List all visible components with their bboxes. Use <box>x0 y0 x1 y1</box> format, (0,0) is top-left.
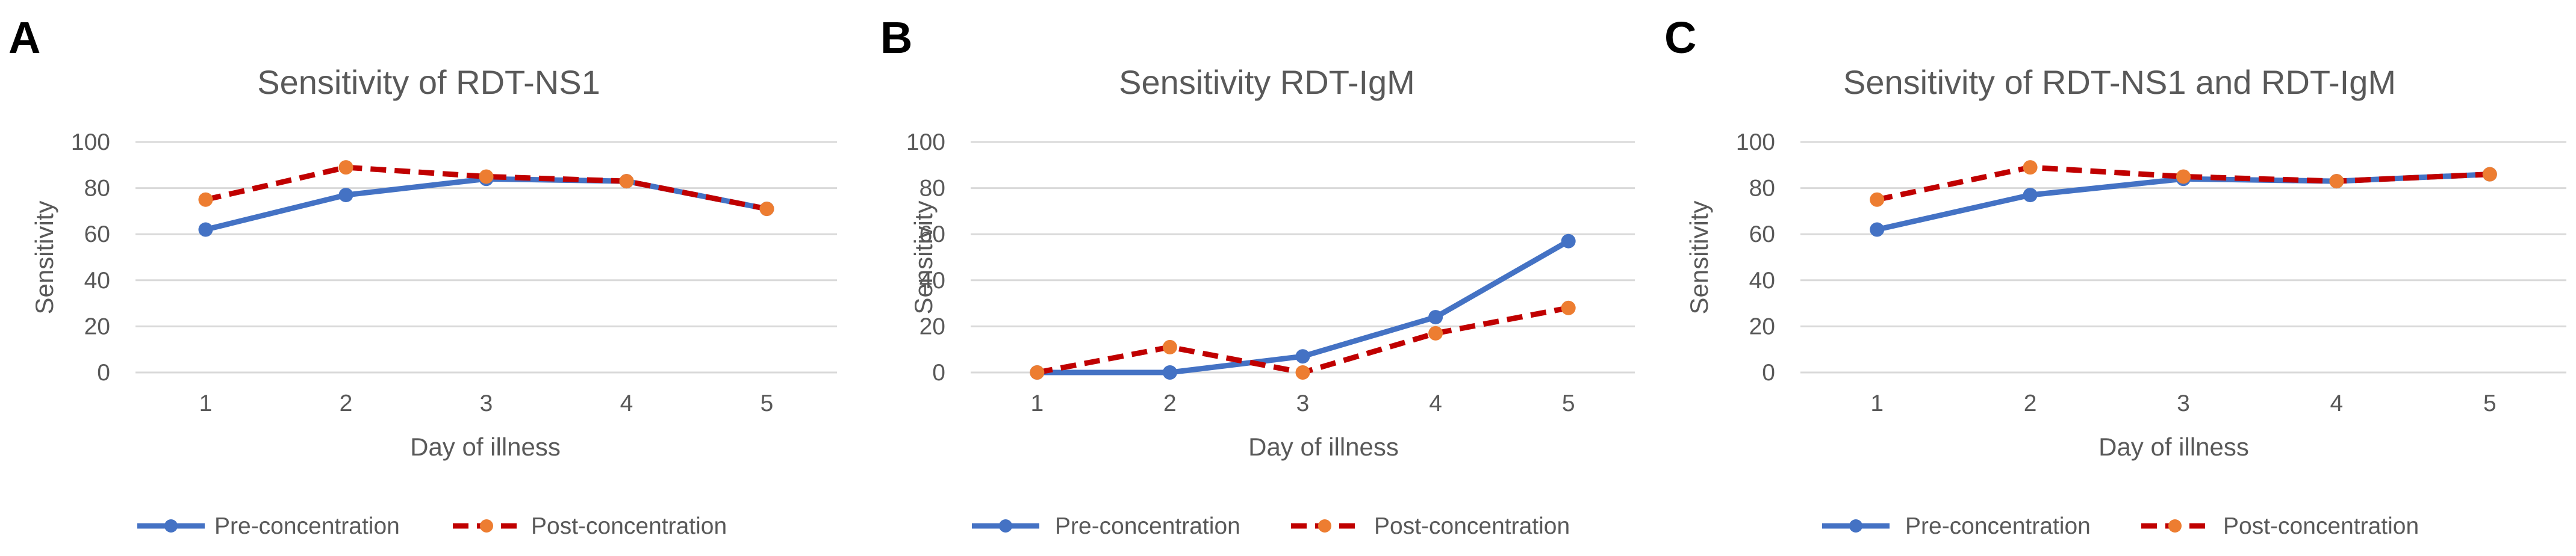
chart-title: Sensitivity of RDT-NS1 <box>257 63 600 101</box>
x-tick-label: 4 <box>620 391 633 416</box>
y-tick-label: 0 <box>1762 360 1775 386</box>
x-axis-label: Day of illness <box>2098 433 2249 461</box>
x-tick-label: 1 <box>199 391 213 416</box>
post-concentration-point <box>2176 169 2191 184</box>
post-concentration-point <box>1030 365 1045 380</box>
y-tick-label: 0 <box>932 360 945 386</box>
y-axis-label: Sensitivity <box>30 200 58 314</box>
post-concentration-point <box>1870 192 1885 207</box>
y-tick-label: 20 <box>1749 314 1775 339</box>
pre-concentration-point <box>1870 222 1885 237</box>
y-tick-label: 20 <box>84 314 110 339</box>
pre-concentration-point <box>338 188 353 203</box>
x-tick-label: 1 <box>1870 391 1884 416</box>
y-axis-label: Sensitivity <box>1685 200 1713 314</box>
legend: Pre-concentration Post-concentration <box>1822 513 2419 539</box>
pre-concentration-point <box>1295 349 1310 364</box>
x-tick-label: 4 <box>1429 391 1442 416</box>
post-concentration-point <box>2329 174 2344 189</box>
post-concentration-point <box>2482 167 2497 182</box>
legend-post-label: Post-concentration <box>2223 513 2419 539</box>
post-concentration-point <box>2023 160 2038 175</box>
y-tick-label: 20 <box>919 314 945 339</box>
y-tick-label: 40 <box>84 268 110 294</box>
legend-post-marker <box>1318 519 1331 533</box>
post-concentration-line <box>1876 164 2490 203</box>
y-tick-label: 60 <box>84 221 110 247</box>
legend-pre-label: Pre-concentration <box>1055 513 1240 539</box>
y-tick-label: 0 <box>97 360 110 386</box>
chart-panel-a: A Sensitivity of RDT-NS1 Day of illness … <box>8 13 837 539</box>
y-tick-label: 60 <box>919 221 945 247</box>
legend-post-label: Post-concentration <box>1374 513 1570 539</box>
pre-concentration-point <box>1428 310 1443 325</box>
chart-title: Sensitivity of RDT-NS1 and RDT-IgM <box>1843 63 2396 101</box>
y-tick-label: 60 <box>1749 221 1775 247</box>
y-tick-label: 100 <box>71 129 110 155</box>
pre-concentration-point <box>1561 233 1576 249</box>
pre-concentration-line <box>203 176 770 233</box>
x-tick-label: 5 <box>1562 391 1575 416</box>
panel-letter: C <box>1664 13 1696 63</box>
y-tick-label: 80 <box>919 176 945 202</box>
x-tick-label: 2 <box>340 391 353 416</box>
legend-pre-label: Pre-concentration <box>1905 513 2091 539</box>
post-concentration-point <box>1162 339 1177 354</box>
post-concentration-point <box>619 174 634 189</box>
pre-concentration-point <box>1162 365 1177 380</box>
post-concentration-point <box>1561 300 1576 315</box>
legend-pre-label: Pre-concentration <box>214 513 400 539</box>
y-axis-label: Sensitivity <box>909 200 938 314</box>
pre-concentration-point <box>198 222 213 237</box>
y-tick-label: 100 <box>1736 129 1775 155</box>
panel-letter: B <box>880 13 912 63</box>
post-concentration-point <box>1428 326 1443 341</box>
legend-post-marker <box>480 519 493 533</box>
legend-post-marker <box>2168 519 2182 533</box>
chart-panel-b: B Sensitivity RDT-IgM Day of illness Sen… <box>880 13 1635 539</box>
x-tick-label: 2 <box>2024 391 2037 416</box>
y-tick-label: 40 <box>919 268 945 294</box>
y-tick-label: 100 <box>906 129 945 155</box>
chart-title: Sensitivity RDT-IgM <box>1119 63 1415 101</box>
x-tick-label: 4 <box>2330 391 2344 416</box>
post-concentration-point <box>759 202 774 217</box>
y-tick-label: 80 <box>1749 176 1775 202</box>
x-tick-label: 3 <box>480 391 493 416</box>
pre-concentration-point <box>2023 188 2038 203</box>
post-concentration-point <box>338 160 353 175</box>
legend-pre-marker <box>999 519 1012 533</box>
x-tick-label: 1 <box>1030 391 1044 416</box>
post-concentration-point <box>479 169 494 184</box>
x-tick-label: 5 <box>761 391 774 416</box>
post-concentration-point <box>198 192 213 207</box>
panel-letter: A <box>8 13 40 63</box>
post-concentration-point <box>1295 365 1310 380</box>
legend: Pre-concentration Post-concentration <box>137 513 727 539</box>
chart-panel-c: C Sensitivity of RDT-NS1 and RDT-IgM Day… <box>1664 13 2566 539</box>
post-concentration-line <box>205 164 768 212</box>
x-axis-label: Day of illness <box>410 433 561 461</box>
x-tick-label: 5 <box>2483 391 2497 416</box>
x-tick-label: 2 <box>1163 391 1177 416</box>
legend-pre-marker <box>164 519 178 533</box>
legend-post-label: Post-concentration <box>531 513 727 539</box>
legend: Pre-concentration Post-concentration <box>972 513 1570 539</box>
x-axis-label: Day of illness <box>1248 433 1399 461</box>
x-tick-label: 3 <box>1296 391 1310 416</box>
y-tick-label: 80 <box>84 176 110 202</box>
y-tick-label: 40 <box>1749 268 1775 294</box>
x-tick-label: 3 <box>2177 391 2190 416</box>
legend-pre-marker <box>1849 519 1862 533</box>
